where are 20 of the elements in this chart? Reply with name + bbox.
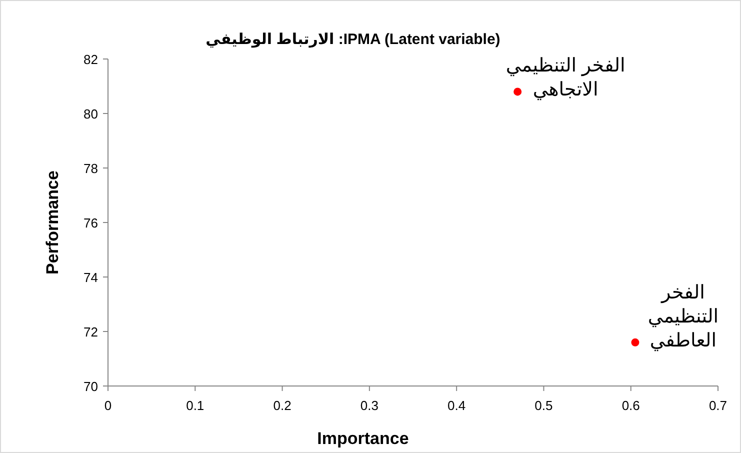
y-tick-label: 76 [84, 216, 98, 230]
y-tick-label: 74 [84, 270, 98, 285]
x-tick-label: 0.5 [534, 398, 553, 413]
x-tick-label: 0 [104, 398, 112, 413]
x-axis-title: Importance [317, 429, 409, 448]
y-tick-label: 78 [84, 161, 98, 176]
x-tick-label: 0.3 [360, 398, 378, 413]
chart-title: IPMA (Latent variable): الارتباط الوظيفي [206, 31, 500, 48]
y-tick-label: 70 [84, 379, 98, 394]
x-tick-label: 0.1 [186, 398, 204, 413]
annotation: الفخر التنظيمي الاتجاهي [506, 56, 626, 101]
y-axis-title: Performance [43, 170, 62, 274]
x-tick-label: 0.4 [448, 398, 466, 413]
y-tick-label: 72 [84, 324, 98, 340]
x-tick-label: 0.7 [708, 398, 728, 413]
x-tick-label: 0.2 [273, 398, 292, 413]
y-tick-label: 82 [84, 52, 98, 67]
annotation: الفخر التنظيمي العاطفي [648, 282, 719, 352]
y-tick-label: 80 [84, 106, 98, 122]
x-tick-label: 0.6 [622, 398, 640, 413]
